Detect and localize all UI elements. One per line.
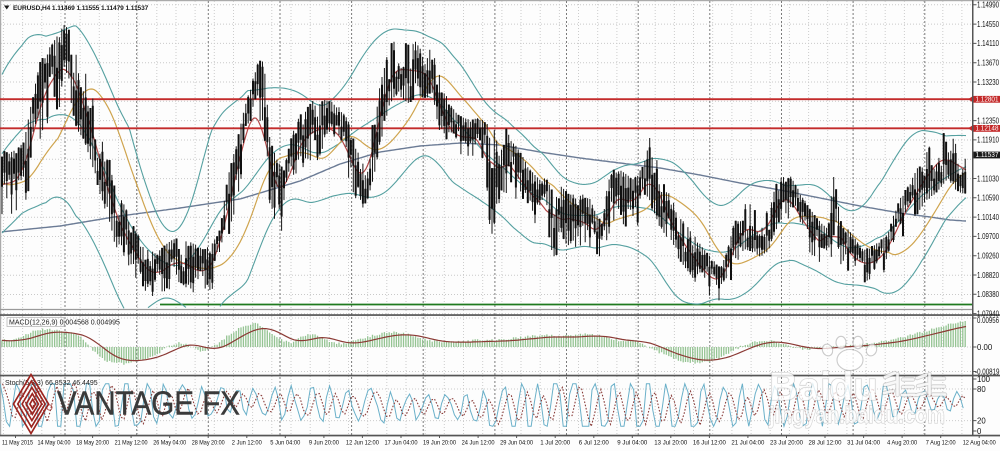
svg-text:jingyan.baidu.com: jingyan.baidu.com bbox=[768, 402, 945, 429]
svg-text:2 Jun 12:00: 2 Jun 12:00 bbox=[232, 440, 262, 447]
svg-text:12 Aug 04:00: 12 Aug 04:00 bbox=[963, 440, 996, 447]
svg-text:1.09260: 1.09260 bbox=[977, 252, 1000, 261]
svg-text:1.14550: 1.14550 bbox=[977, 20, 1000, 29]
svg-text:0: 0 bbox=[977, 427, 982, 436]
svg-text:1.10590: 1.10590 bbox=[977, 194, 1000, 203]
svg-text:1.09700: 1.09700 bbox=[977, 232, 1000, 241]
svg-text:4 Aug 20:00: 4 Aug 20:00 bbox=[887, 440, 917, 447]
svg-text:17 Jun 04:00: 17 Jun 04:00 bbox=[385, 440, 418, 447]
svg-text:20: 20 bbox=[977, 416, 986, 425]
svg-text:1.08820: 1.08820 bbox=[977, 271, 1000, 280]
svg-text:0.00: 0.00 bbox=[977, 343, 993, 352]
svg-text:1.13230: 1.13230 bbox=[977, 78, 1000, 87]
svg-text:29 Jun 04:00: 29 Jun 04:00 bbox=[500, 440, 533, 447]
svg-text:14 May 04:00: 14 May 04:00 bbox=[38, 440, 71, 447]
svg-text:21 May 12:00: 21 May 12:00 bbox=[115, 440, 148, 447]
svg-text:28 May 20:00: 28 May 20:00 bbox=[192, 440, 225, 447]
svg-text:26 May 04:00: 26 May 04:00 bbox=[153, 440, 186, 447]
svg-text:24 Jun 12:00: 24 Jun 12:00 bbox=[462, 440, 495, 447]
svg-text:1.11030: 1.11030 bbox=[977, 174, 1000, 183]
svg-text:MACD(12,26,9) 0.004568 0.00499: MACD(12,26,9) 0.004568 0.004995 bbox=[9, 320, 120, 327]
svg-text:EURUSD,H4 1.11469 1.11555 1.1: EURUSD,H4 1.11469 1.11555 1.11479 1.1153… bbox=[13, 5, 149, 12]
svg-text:19 Jun 20:00: 19 Jun 20:00 bbox=[423, 440, 456, 447]
svg-text:80: 80 bbox=[977, 385, 986, 394]
svg-text:13 Jul 20:00: 13 Jul 20:00 bbox=[654, 440, 687, 447]
svg-text:1.12148: 1.12148 bbox=[976, 124, 999, 133]
svg-text:100: 100 bbox=[977, 375, 991, 384]
svg-text:7 Aug 12:00: 7 Aug 12:00 bbox=[926, 440, 956, 447]
svg-text:1.10140: 1.10140 bbox=[977, 213, 1000, 222]
svg-text:11 May 2015: 11 May 2015 bbox=[2, 440, 33, 447]
svg-text:31 Jul 04:00: 31 Jul 04:00 bbox=[847, 440, 880, 447]
svg-text:5 Jun 04:00: 5 Jun 04:00 bbox=[270, 440, 300, 447]
svg-text:1.14110: 1.14110 bbox=[977, 39, 1000, 48]
svg-text:12 Jun 12:00: 12 Jun 12:00 bbox=[346, 440, 379, 447]
svg-text:1.14990: 1.14990 bbox=[977, 1, 1000, 10]
svg-text:1.11537: 1.11537 bbox=[976, 150, 999, 159]
svg-text:28 Jul 12:00: 28 Jul 12:00 bbox=[809, 440, 842, 447]
svg-text:1.08380: 1.08380 bbox=[977, 290, 1000, 299]
svg-text:VANTAGE FX: VANTAGE FX bbox=[57, 385, 240, 422]
svg-text:23 Jul 20:00: 23 Jul 20:00 bbox=[770, 440, 803, 447]
svg-text:1.13670: 1.13670 bbox=[977, 59, 1000, 68]
svg-text:1.12801: 1.12801 bbox=[976, 94, 999, 103]
svg-text:18 May 20:00: 18 May 20:00 bbox=[76, 440, 109, 447]
svg-text:16 Jul 12:00: 16 Jul 12:00 bbox=[693, 440, 726, 447]
svg-text:0.00956: 0.00956 bbox=[977, 316, 999, 325]
svg-text:1 Jul 20:00: 1 Jul 20:00 bbox=[540, 440, 570, 447]
svg-text:6 Jul 12:00: 6 Jul 12:00 bbox=[579, 440, 609, 447]
svg-text:9 Jun 20:00: 9 Jun 20:00 bbox=[309, 440, 339, 447]
svg-text:9 Jul 04:00: 9 Jul 04:00 bbox=[617, 440, 647, 447]
svg-text:1.11910: 1.11910 bbox=[977, 136, 1000, 145]
svg-text:21 Jul 04:00: 21 Jul 04:00 bbox=[731, 440, 764, 447]
